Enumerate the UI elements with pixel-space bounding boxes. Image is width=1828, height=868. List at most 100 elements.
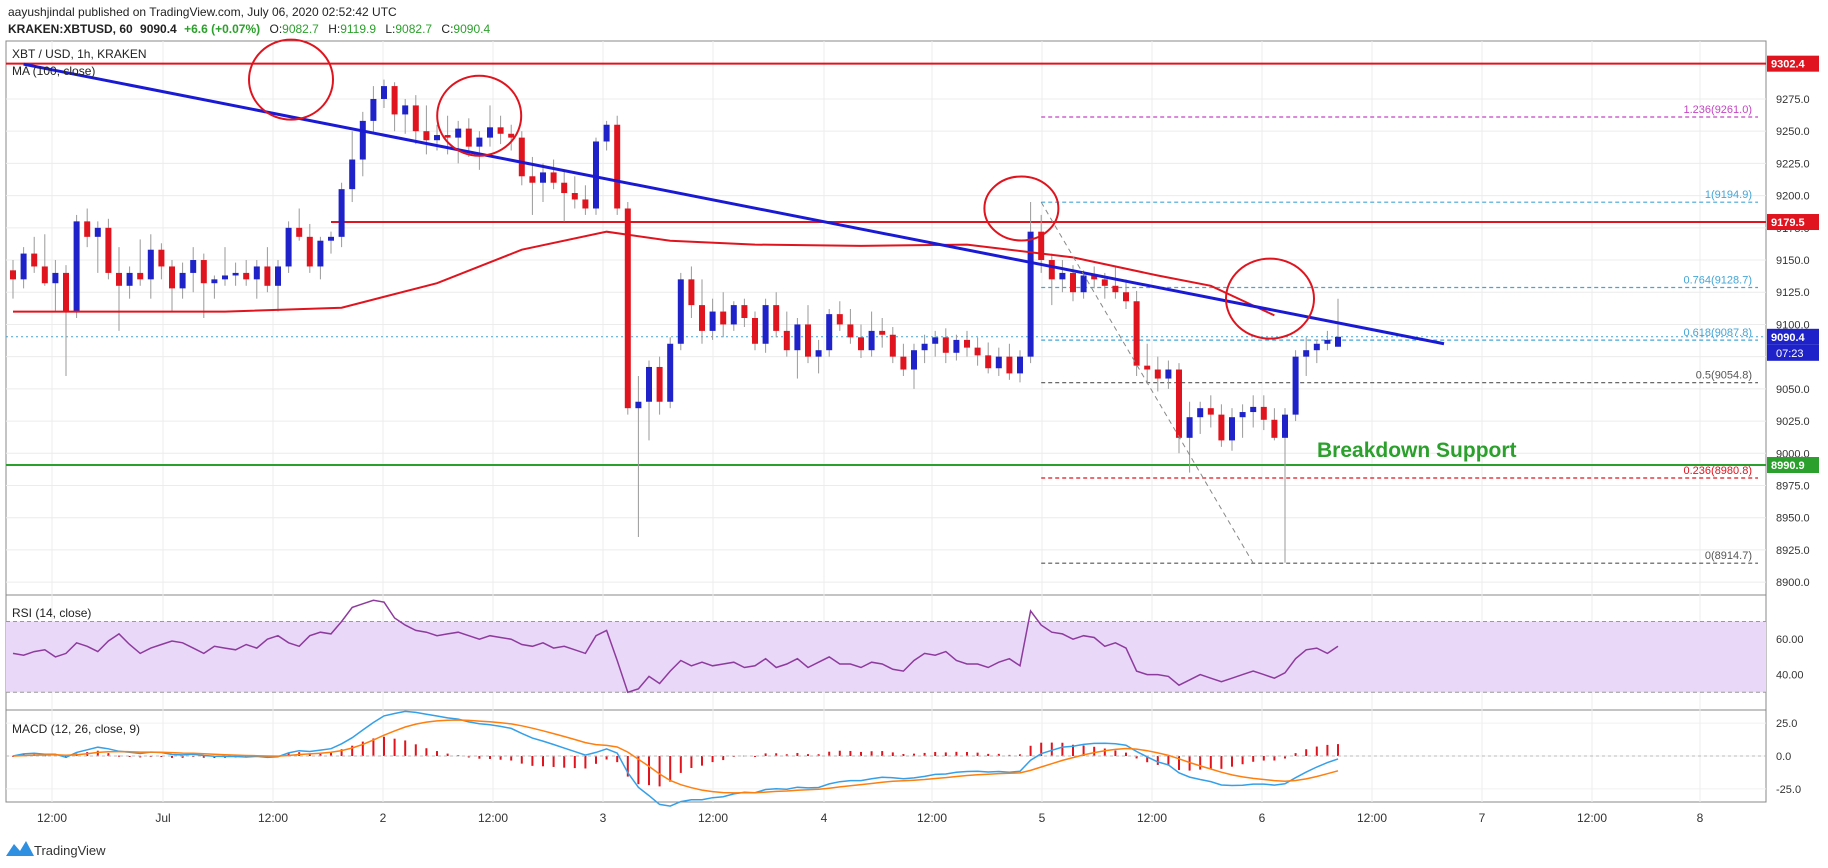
macd-hist-bar xyxy=(658,756,661,787)
macd-hist-bar xyxy=(955,751,958,756)
candle-body xyxy=(94,227,101,237)
candle xyxy=(1292,350,1299,422)
macd-hist-bar xyxy=(128,756,131,757)
candle-body xyxy=(1207,408,1214,415)
fib-level-label: 1(9194.9) xyxy=(1705,189,1752,201)
y-tick-label: 8925.0 xyxy=(1776,545,1810,557)
candle xyxy=(964,330,970,357)
candle xyxy=(1207,395,1214,428)
candle-body xyxy=(423,131,430,141)
candle-body xyxy=(306,236,313,267)
candle xyxy=(137,239,144,286)
candle-body xyxy=(232,272,239,276)
macd-hist-bar xyxy=(1146,756,1149,763)
macd-hist-bar xyxy=(1156,756,1159,765)
macd-hist-bar xyxy=(563,756,566,768)
x-tick-label: 12:00 xyxy=(917,811,947,825)
candle-body xyxy=(349,159,356,190)
candle-body xyxy=(1080,275,1087,293)
tradingview-logo-icon xyxy=(6,841,34,856)
candle xyxy=(1048,253,1055,306)
candle-body xyxy=(105,227,112,273)
macd-hist-bar xyxy=(1061,742,1064,756)
candle-body xyxy=(879,330,886,335)
candle xyxy=(614,115,621,215)
candle xyxy=(911,343,917,389)
y-tick-label: 9200.0 xyxy=(1776,191,1810,203)
candle xyxy=(646,360,652,441)
candle-body xyxy=(688,279,695,306)
candle-body xyxy=(1165,369,1172,379)
candle xyxy=(1250,395,1257,428)
candle xyxy=(529,156,536,215)
candle xyxy=(730,301,737,331)
candle xyxy=(243,260,250,286)
macd-hist-bar xyxy=(404,740,407,756)
candle-body xyxy=(964,339,970,348)
highlight-circle xyxy=(248,38,334,121)
fib-level-label: 0(8914.7) xyxy=(1705,550,1752,562)
candle-body xyxy=(1133,301,1140,366)
fib-diagonal xyxy=(1040,201,1254,564)
x-tick-label: 12:00 xyxy=(1137,811,1167,825)
candle-body xyxy=(1027,231,1034,357)
macd-hist-bar xyxy=(287,753,290,756)
candle-body xyxy=(1335,336,1341,347)
candle-body xyxy=(285,227,292,267)
macd-hist-bar xyxy=(425,748,428,756)
candle xyxy=(826,308,833,357)
candle xyxy=(783,311,790,357)
macd-hist-bar xyxy=(414,744,417,756)
candle-body xyxy=(1292,356,1299,415)
low-value: 9082.7 xyxy=(395,22,432,36)
candle xyxy=(1197,401,1204,434)
candle-body xyxy=(465,128,472,147)
ma-legend: MA (100, close) xyxy=(12,64,95,78)
candle xyxy=(656,356,663,415)
macd-hist-bar xyxy=(584,756,587,769)
candle xyxy=(953,334,960,361)
candle xyxy=(985,342,992,374)
x-tick-label: 12:00 xyxy=(1357,811,1387,825)
candle xyxy=(921,334,928,364)
candle xyxy=(296,208,303,241)
macd-hist-bar xyxy=(1114,750,1117,756)
candle-body xyxy=(200,260,207,284)
macd-hist-bar xyxy=(1072,744,1074,756)
candle-body xyxy=(41,266,48,284)
macd-hist-bar xyxy=(1082,745,1085,756)
candle-body xyxy=(338,189,345,237)
candle-body xyxy=(73,221,80,312)
candle xyxy=(868,311,875,357)
macd-hist-bar xyxy=(605,756,608,760)
candle-body xyxy=(550,172,557,183)
candle-body xyxy=(794,324,801,351)
candle-body xyxy=(985,355,992,369)
candle-body xyxy=(84,221,91,237)
macd-hist-bar xyxy=(319,752,322,756)
macd-hist-bar xyxy=(372,738,375,756)
macd-hist-bar xyxy=(807,754,809,756)
macd-hist-bar xyxy=(1220,756,1223,769)
macd-hist-bar xyxy=(838,750,841,756)
candle xyxy=(200,253,207,318)
candle-body xyxy=(1048,260,1055,280)
candle xyxy=(359,111,366,177)
candle-body xyxy=(31,253,38,267)
macd-histogram xyxy=(6,736,1766,787)
macd-hist-bar xyxy=(637,756,640,785)
candle-body xyxy=(518,137,525,177)
candle xyxy=(105,218,112,280)
candle xyxy=(52,260,59,312)
candle xyxy=(677,272,684,351)
candle xyxy=(815,339,822,374)
macd-hist-bar xyxy=(181,756,184,758)
candle xyxy=(222,247,228,286)
candle-body xyxy=(487,127,493,138)
macd-hist-bar xyxy=(1135,756,1138,759)
x-tick-label: 12:00 xyxy=(478,811,508,825)
macd-hist-bar xyxy=(446,753,449,756)
candle-body xyxy=(836,314,843,325)
candle xyxy=(306,223,313,273)
x-tick-label: 12:00 xyxy=(258,811,288,825)
